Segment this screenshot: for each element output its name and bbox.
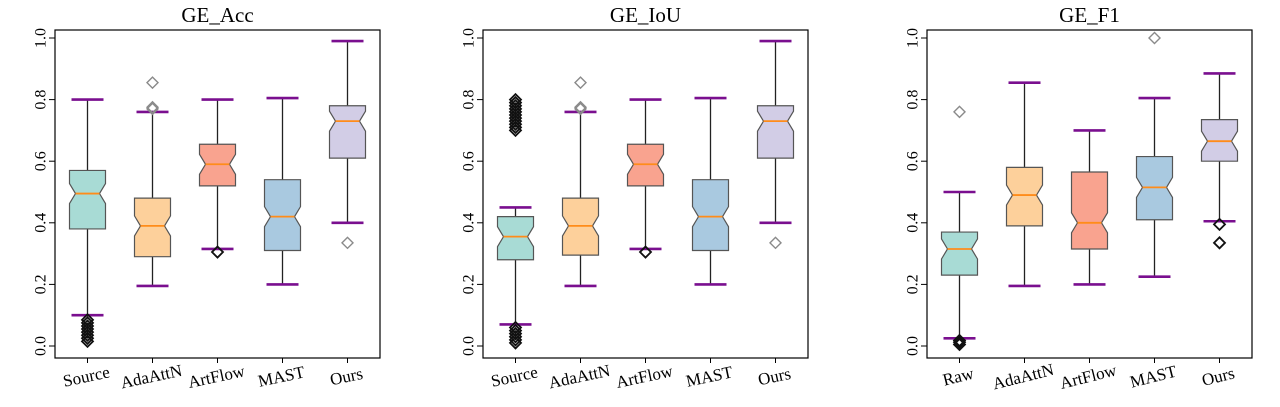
y-tick-label: 0.4 xyxy=(33,213,50,233)
x-category-label: MAST xyxy=(256,362,307,391)
y-tick-label: 0.4 xyxy=(461,213,478,233)
chart-panel-3: GE_F1 0.0 0.2 0.4 0.6 0.8 1.0 Raw AdaAttN ArtFlow… xyxy=(905,3,1253,393)
outlier-point xyxy=(210,245,225,259)
y-tick-label: 0.4 xyxy=(905,213,922,233)
chart-panel-2: GE_IoU 0.0 0.2 0.4 0.6 0.8 1.0 Source AdaAttN Art… xyxy=(461,3,809,392)
box-ours xyxy=(328,39,367,250)
outlier-point xyxy=(1212,217,1227,232)
outlier-point xyxy=(146,100,159,114)
outlier-point xyxy=(952,333,967,348)
x-category-label: Ours xyxy=(328,364,364,389)
x-category-label: Source xyxy=(489,362,539,390)
y-tick-label: 1.0 xyxy=(461,28,478,48)
outlier-point xyxy=(769,236,782,250)
x-category-label: Raw xyxy=(941,364,977,390)
chart-panel-1: GE_Acc 0.0 0.2 0.4 0.6 0.8 1.0 Source AdaAttN Art… xyxy=(33,3,381,392)
box-body xyxy=(133,197,172,258)
outlier-point xyxy=(953,105,966,119)
outlier-point xyxy=(1148,31,1161,45)
y-tick-label: 0.8 xyxy=(461,90,478,110)
box-body xyxy=(328,105,367,159)
outlier-point xyxy=(80,313,95,327)
y-tick-label: 0.6 xyxy=(461,151,478,171)
x-category-label: MAST xyxy=(684,362,735,391)
outlier-point xyxy=(146,102,159,116)
y-tick-label: 0.8 xyxy=(33,90,50,110)
box-body xyxy=(1070,171,1109,250)
x-category-label: ArtFlow xyxy=(186,361,247,392)
box-mast xyxy=(691,96,730,286)
box-mast xyxy=(1135,31,1174,279)
y-tick-label: 0.6 xyxy=(33,151,50,171)
x-category-label: ArtFlow xyxy=(1058,360,1119,393)
box-body xyxy=(691,179,730,252)
box-artflow xyxy=(198,98,237,259)
outlier-point xyxy=(574,100,587,114)
outlier-point xyxy=(952,335,967,350)
y-tick-label: 1.0 xyxy=(905,28,922,48)
y-tick-label: 0.2 xyxy=(905,274,922,294)
x-category-label: Ours xyxy=(756,364,792,389)
outlier-point xyxy=(508,320,523,335)
y-tick-label: 0.0 xyxy=(33,336,50,356)
chart-title: GE_F1 xyxy=(1059,3,1120,27)
box-body xyxy=(1005,166,1044,227)
x-category-label: Ours xyxy=(1200,363,1237,389)
outlier-point xyxy=(146,76,159,90)
x-category-label: Source xyxy=(61,362,111,390)
x-category-label: AdaAttN xyxy=(119,361,184,393)
y-tick-label: 1.0 xyxy=(33,28,50,48)
outlier-point xyxy=(574,76,587,90)
outlier-point xyxy=(341,236,354,250)
box-adaattn xyxy=(561,76,600,288)
outlier-point xyxy=(574,102,587,116)
box-adaattn xyxy=(133,76,172,288)
outlier-point xyxy=(508,92,523,107)
chart-title: GE_Acc xyxy=(181,3,253,27)
box-ours xyxy=(756,39,795,250)
y-tick-label: 0.8 xyxy=(905,90,922,110)
chart-title: GE_IoU xyxy=(610,3,681,27)
box-body xyxy=(263,179,302,252)
x-category-label: MAST xyxy=(1128,362,1179,392)
x-category-label: AdaAttN xyxy=(991,360,1056,394)
box-body xyxy=(68,169,107,230)
outlier-point xyxy=(1212,236,1227,250)
box-mast xyxy=(263,96,302,286)
box-body xyxy=(940,231,979,276)
box-artflow xyxy=(626,98,665,259)
box-body xyxy=(756,105,795,159)
y-tick-label: 0.0 xyxy=(461,336,478,356)
y-tick-label: 0.2 xyxy=(33,274,50,294)
box-source xyxy=(68,98,107,349)
box-body xyxy=(496,216,535,261)
x-category-label: AdaAttN xyxy=(547,361,612,393)
y-tick-label: 0.2 xyxy=(461,274,478,294)
y-tick-label: 0.0 xyxy=(905,336,922,356)
x-category-label: ArtFlow xyxy=(614,361,675,392)
box-adaattn xyxy=(1005,81,1044,288)
box-ours xyxy=(1200,72,1239,250)
box-artflow xyxy=(1070,129,1109,286)
box-source xyxy=(496,92,535,350)
y-tick-label: 0.6 xyxy=(905,151,922,171)
outlier-point xyxy=(638,245,653,259)
box-raw xyxy=(940,105,979,352)
